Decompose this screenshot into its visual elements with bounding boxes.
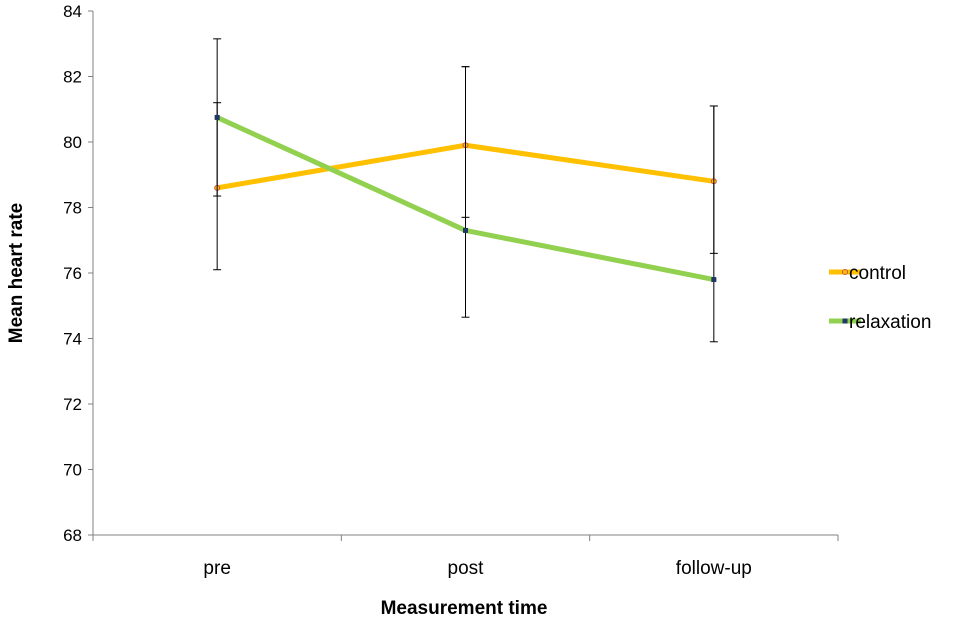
x-axis: pre post follow-up [92,534,839,579]
y-axis-title: Mean heart rate [6,203,27,343]
legend-marker-relaxation [842,318,848,324]
x-tick-label: post [448,558,485,579]
x-tick-label: pre [203,558,230,579]
relaxation-point [463,227,468,233]
y-tick-label: 82 [63,68,82,87]
relaxation-point [214,114,220,120]
y-tick-label: 74 [63,330,82,349]
legend-label-relaxation: relaxation [849,312,931,333]
series-layer [213,38,718,343]
y-tick-label: 72 [63,395,82,414]
legend-item-control: control [829,263,906,284]
legend-item-relaxation: relaxation [829,312,931,333]
y-tick-label: 68 [63,526,82,545]
legend-marker-control [842,269,848,275]
y-tick-label: 78 [63,199,82,218]
series-relaxation [213,38,718,343]
relaxation-point [711,277,717,283]
legend-label-control: control [849,263,906,284]
y-tick-label: 80 [63,133,82,152]
y-tick-label: 76 [63,264,82,283]
legend: control relaxation [829,263,931,333]
x-tick-label: follow-up [676,558,752,579]
y-axis: 68 70 72 74 76 78 80 82 84 [63,2,94,545]
y-tick-label: 84 [63,2,82,21]
y-tick-label: 70 [63,461,82,480]
x-axis-title: Measurement time [381,598,548,619]
